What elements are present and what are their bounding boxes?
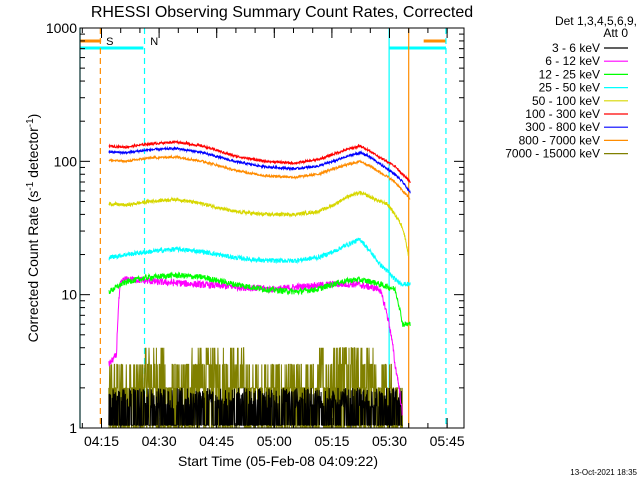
y-label-sup2: -1 (25, 118, 36, 127)
series-group (108, 139, 411, 429)
x-tick-label: 04:45 (199, 433, 234, 449)
series-line (108, 190, 409, 257)
y-axis-ticks: 1 10 100 1000 (46, 20, 464, 436)
series-line (108, 271, 411, 327)
x-tick-label: 05:15 (314, 433, 349, 449)
y-label-end: ) (25, 114, 41, 119)
legend-entry-label: 800 - 7000 keV (519, 133, 600, 147)
x-tick-label: 04:15 (84, 433, 119, 449)
footer-date: 13-Oct-2021 18:35 (570, 468, 637, 477)
series-line (108, 139, 411, 184)
y-tick-label: 100 (54, 153, 78, 169)
legend-entry-label: 3 - 6 keV (552, 41, 600, 55)
flag-label: S (106, 36, 113, 48)
legend-header-line1: Det 1,3,4,5,6,9, (555, 14, 637, 28)
y-label-main: Corrected Count Rate (s (25, 191, 41, 343)
plot-frame (79, 27, 465, 429)
x-tick-label: 05:30 (372, 433, 407, 449)
y-label-sup1: -1 (25, 181, 36, 190)
legend-entry-label: 300 - 800 keV (525, 120, 600, 134)
x-tick-label: 05:45 (430, 433, 465, 449)
y-tick-label: 10 (61, 287, 77, 303)
legend-entry-label: 12 - 25 keV (539, 67, 600, 81)
series-line (108, 145, 411, 194)
y-label-mid: detector (25, 127, 41, 182)
legend-header-line2: Att 0 (603, 26, 628, 40)
y-axis-label: Corrected Count Rate (s-1 detector-1) (25, 114, 41, 343)
y-tick-label: 1000 (46, 20, 77, 36)
series-line (108, 387, 403, 426)
chart-title: RHESSI Observing Summary Count Rates, Co… (91, 4, 473, 21)
legend-entry-label: 100 - 300 keV (525, 107, 600, 121)
legend-entry-label: 7000 - 15000 keV (505, 147, 600, 161)
x-tick-label: 05:00 (257, 433, 292, 449)
x-axis-label: Start Time (05-Feb-08 04:09:22) (178, 453, 378, 469)
legend-entry-label: 25 - 50 keV (539, 81, 600, 95)
series-line (108, 154, 411, 200)
flag-label: N (150, 36, 158, 48)
legend-entry-label: 50 - 100 keV (532, 94, 600, 108)
y-tick-label: 1 (69, 420, 77, 436)
series-line (108, 237, 411, 288)
x-axis-ticks: 04:15 04:30 04:45 05:00 05:15 05:30 05:45 (81, 28, 465, 449)
x-tick-label: 04:30 (142, 433, 177, 449)
legend-entry-label: 6 - 12 keV (545, 54, 600, 68)
